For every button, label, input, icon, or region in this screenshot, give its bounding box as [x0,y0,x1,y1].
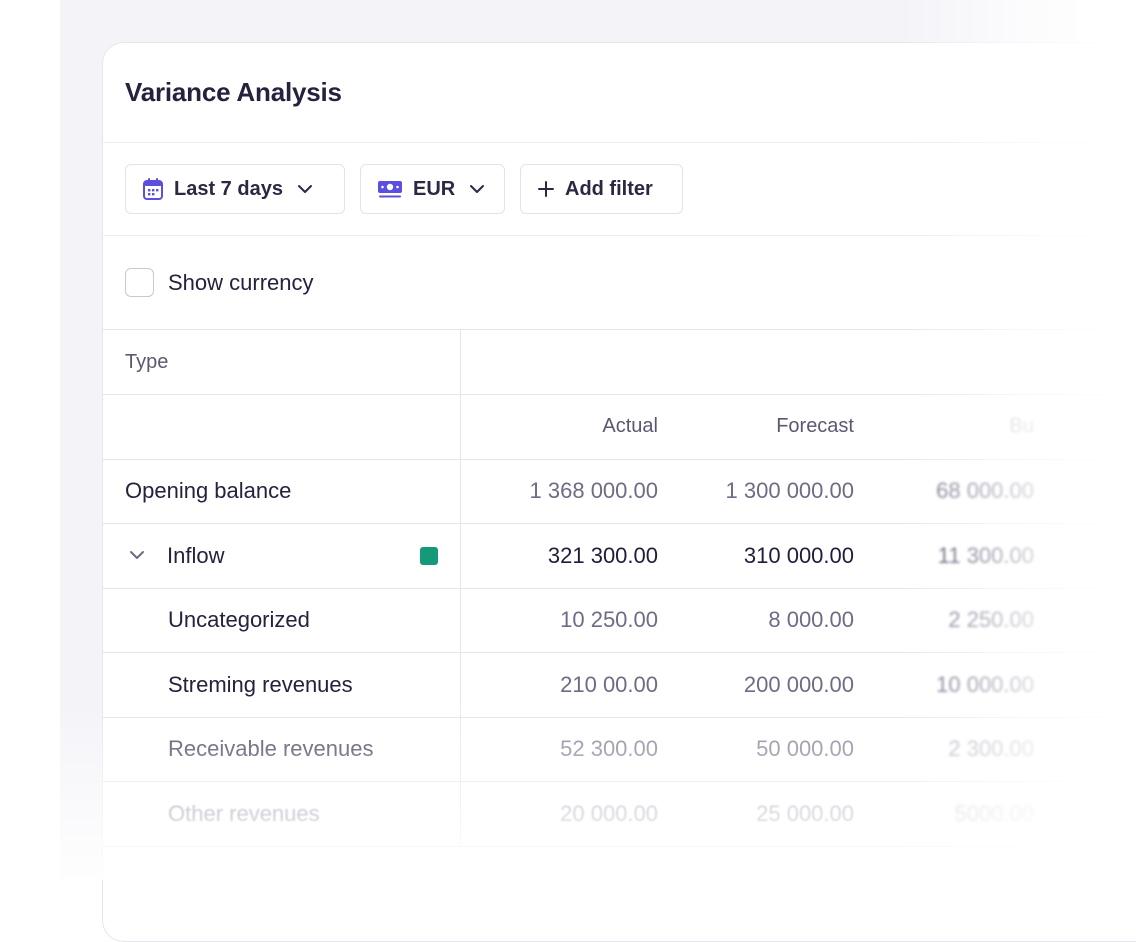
forecast-value: 1 300 000.00 [725,478,854,504]
forecast-column-header: Forecast [776,415,854,438]
table-row-receivable-revenues[interactable]: Receivable revenues 52 300.00 50 000.00 … [103,717,1103,782]
variance-analysis-card: Variance Analysis Last 7 days [102,42,1136,942]
row-label: Uncategorized [103,588,461,653]
table-row-streaming-revenues[interactable]: Streming revenues 210 00.00 200 000.00 1… [103,652,1103,718]
filler-cell [1044,524,1103,589]
actual-value: 10 250.00 [560,607,658,633]
page-title: Variance Analysis [125,77,342,107]
calendar-icon [142,177,164,201]
currency-dropdown[interactable]: EUR [360,164,505,214]
forecast-value: 200 000.00 [743,671,854,697]
filler-cell [1044,395,1103,460]
card-header: Variance Analysis [103,43,1136,143]
variance-value: 10 000.00 [936,671,1034,697]
actual-value: 321 300.00 [547,542,658,568]
variance-value: 2 300.00 [948,736,1034,762]
actual-value: 52 300.00 [560,736,658,762]
actual-value: 210 00.00 [560,671,658,697]
budget-column-header: Bu [1009,415,1034,438]
actual-column-header: Actual [602,415,658,438]
filler-cell [1044,459,1103,524]
row-label: Receivable revenues [103,717,461,782]
row-label: Inflow [167,542,225,568]
table-row-inflow[interactable]: Inflow 321 300.00 310 000.00 11 300.00 [103,523,1103,589]
expand-chevron-icon[interactable] [129,548,145,566]
type-header-empty [103,394,461,459]
table-row-uncategorized[interactable]: Uncategorized 10 250.00 8 000.00 2 250.0… [103,588,1103,653]
table-column-header-row: Actual Forecast Bu [103,394,1103,460]
chevron-down-icon [297,184,313,194]
show-currency-checkbox[interactable] [125,268,154,297]
variance-value: 68 000.00 [936,478,1034,504]
forecast-value: 310 000.00 [743,542,854,568]
actual-value: 1 368 000.00 [529,478,658,504]
type-column-header: Type [103,330,461,395]
variance-table: Type Actual Forecast Bu Opening balance … [103,330,1103,847]
show-currency-row: Show currency [103,236,1136,330]
filler-cell [1044,653,1103,718]
variance-value: 2 250.00 [948,607,1034,633]
inflow-type-cell: Inflow [103,523,461,588]
chevron-down-icon [469,184,485,194]
actual-value: 20 000.00 [560,800,658,826]
table-row-opening-balance[interactable]: Opening balance 1 368 000.00 1 300 000.0… [103,459,1103,524]
filler-cell [1044,717,1103,782]
row-label: Other revenues [103,781,461,846]
add-filter-label: Add filter [565,177,653,200]
row-label: Opening balance [103,459,461,524]
add-filter-button[interactable]: Add filter [520,164,683,214]
variance-value: 5000.00 [954,800,1034,826]
date-range-label: Last 7 days [174,177,283,200]
date-range-dropdown[interactable]: Last 7 days [125,164,345,214]
table-row-other-revenues[interactable]: Other revenues 20 000.00 25 000.00 5000.… [103,781,1103,847]
filler-cell [1044,782,1103,847]
forecast-value: 25 000.00 [756,800,854,826]
table-group-header-row: Type [103,330,1103,395]
forecast-value: 8 000.00 [768,607,854,633]
banknote-icon [377,178,403,200]
group-header-empty [460,330,1103,395]
row-label: Streming revenues [103,652,461,717]
variance-value: 11 300.00 [937,542,1034,568]
plus-icon [537,180,555,198]
forecast-value: 50 000.00 [756,736,854,762]
currency-label: EUR [413,177,456,200]
show-currency-label: Show currency [168,269,314,295]
inflow-color-marker [420,547,438,565]
filter-bar: Last 7 days EUR [103,143,1136,236]
filler-cell [1044,588,1103,653]
